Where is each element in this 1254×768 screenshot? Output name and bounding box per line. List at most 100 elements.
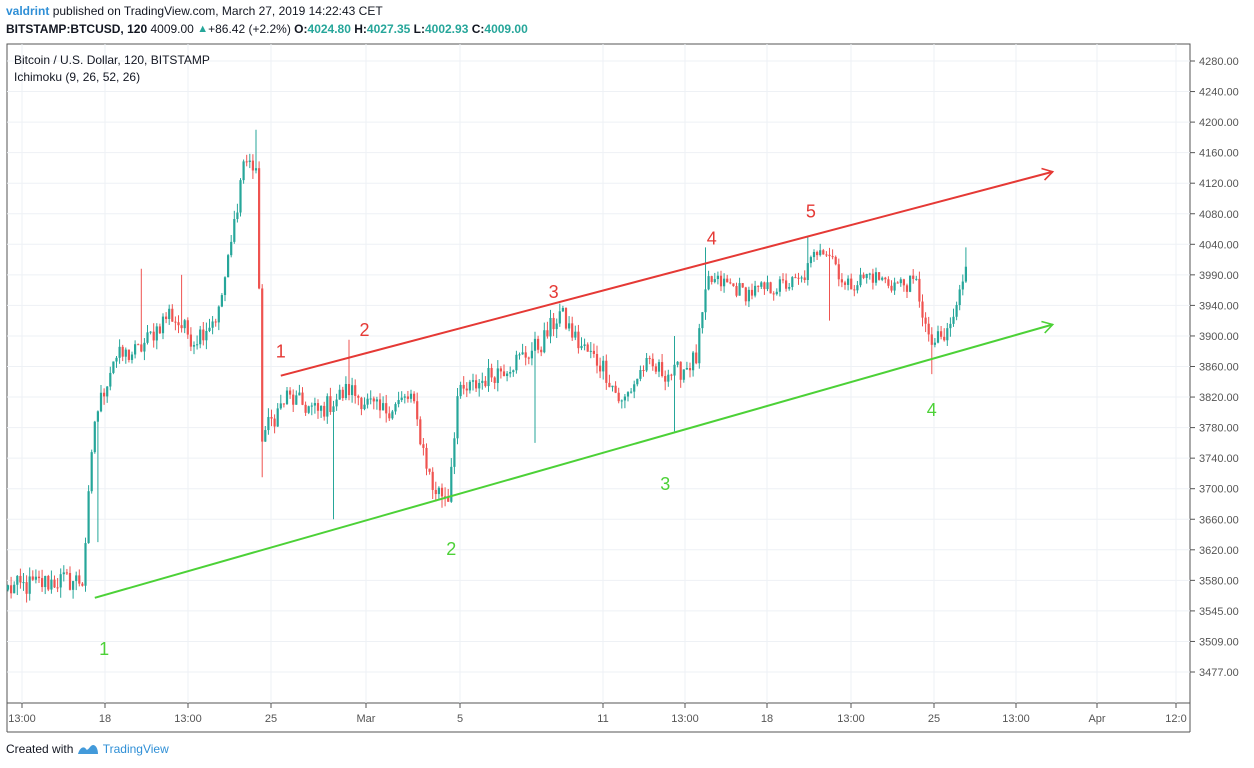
candle-body [205, 330, 208, 341]
candle-body [586, 344, 589, 352]
candle-body [623, 396, 626, 401]
candle-body [661, 362, 664, 376]
candle-body [78, 575, 81, 584]
candle-body [521, 352, 524, 355]
candle-body [602, 360, 605, 372]
candle-body [896, 282, 899, 284]
candle-body [481, 380, 484, 383]
price-change: +86.42 (+2.2%) [208, 22, 291, 36]
candle-body [409, 393, 413, 399]
candle-body [561, 307, 564, 312]
series-legend: Bitcoin / U.S. Dollar, 120, BITSTAMP [14, 53, 210, 67]
candle-body [664, 375, 667, 382]
candle-body [549, 317, 552, 337]
candle-body [822, 250, 825, 255]
created-with-label: Created with [6, 742, 74, 756]
wave-labels: 1 2 3 4 5 1 2 3 4 [99, 202, 937, 659]
candle-body [382, 403, 385, 411]
candle-body [264, 430, 267, 442]
candle-body [251, 160, 254, 171]
candle-body [363, 404, 366, 410]
candle-body [747, 289, 750, 302]
candle-body [490, 367, 493, 378]
candle-body [785, 280, 788, 289]
candle-body [137, 344, 140, 346]
candle-body [887, 279, 890, 286]
candle-body [952, 316, 955, 324]
candle-body [285, 390, 289, 404]
candle-body [630, 391, 633, 393]
price-tick-label: 3700.00 [1199, 484, 1239, 496]
candle-body [800, 277, 803, 279]
open-value: 4024.80 [307, 22, 351, 36]
candle-body [276, 408, 279, 427]
candle-body [103, 392, 106, 397]
candle-body [809, 257, 812, 264]
candle-body [273, 418, 276, 427]
candle-body [121, 346, 124, 357]
candle-body [422, 444, 425, 448]
candle-body [614, 385, 617, 393]
candle-body [651, 358, 654, 367]
candle-body [744, 287, 747, 302]
candle-body [552, 317, 555, 330]
open-label: O: [294, 22, 308, 36]
candle-body [413, 393, 416, 402]
tradingview-link[interactable]: TradingView [102, 742, 169, 756]
candle-body [192, 345, 196, 347]
candle-body [134, 344, 137, 355]
resistance-trendline[interactable] [280, 167, 1055, 377]
time-tick-label: 13:00 [671, 713, 699, 725]
wave-label-green: 1 [99, 639, 109, 659]
price-chart[interactable]: 1 2 3 4 5 1 2 3 4 4280.00 4240.00 4200.00 4160.00 41… [0, 0, 1254, 740]
candle-body [726, 278, 729, 283]
price-tick-label: 3990.00 [1199, 270, 1239, 282]
candle-body [902, 279, 905, 286]
candle-body [168, 308, 171, 320]
candle-body [459, 384, 462, 397]
candle-body [816, 251, 819, 256]
candle-body [118, 346, 121, 358]
candle-body [189, 334, 192, 347]
candle-body [360, 397, 363, 410]
candle-body [878, 272, 881, 280]
candle-body [685, 368, 688, 370]
candle-body [453, 438, 456, 467]
price-tick-label: 3740.00 [1199, 453, 1239, 465]
candle-body [106, 386, 109, 397]
footer: Created with TradingView [6, 742, 169, 756]
candle-body [316, 403, 320, 411]
candle-body [806, 263, 809, 281]
candle-body [936, 331, 940, 343]
candle-body [440, 487, 444, 497]
candle-body [515, 354, 518, 371]
support-trendline[interactable] [94, 320, 1055, 599]
candle-body [298, 392, 301, 396]
time-tick-label: 18 [99, 713, 111, 725]
candle-body [332, 406, 335, 412]
price-tick-label: 3620.00 [1199, 545, 1239, 557]
last-price: 4009.00 [150, 22, 194, 36]
candle-body [295, 395, 298, 405]
author-link[interactable]: valdrint [6, 4, 50, 18]
time-tick-label: 13:00 [837, 713, 865, 725]
candle-body [242, 161, 245, 181]
candle-body [955, 305, 958, 317]
candle-body [772, 293, 775, 295]
candle-body [912, 275, 915, 279]
time-tick-label: Mar [357, 713, 376, 725]
candle-body [84, 543, 87, 586]
candles [6, 129, 967, 603]
candle-body [899, 279, 902, 284]
candle-body [738, 283, 741, 296]
candle-body [834, 256, 837, 265]
candle-body [369, 398, 372, 400]
candle-body [186, 320, 189, 335]
symbol-label: BITSTAMP:BTCUSD, 120 [6, 22, 148, 36]
time-axis: 13:00 18 13:00 25 Mar 5 11 13:00 18 13:00 25 13:00 A… [8, 703, 1187, 725]
candle-body [320, 405, 323, 411]
candle-body [769, 282, 772, 294]
candle-body [868, 273, 871, 275]
candle-body [633, 384, 636, 392]
candle-body [763, 282, 766, 290]
